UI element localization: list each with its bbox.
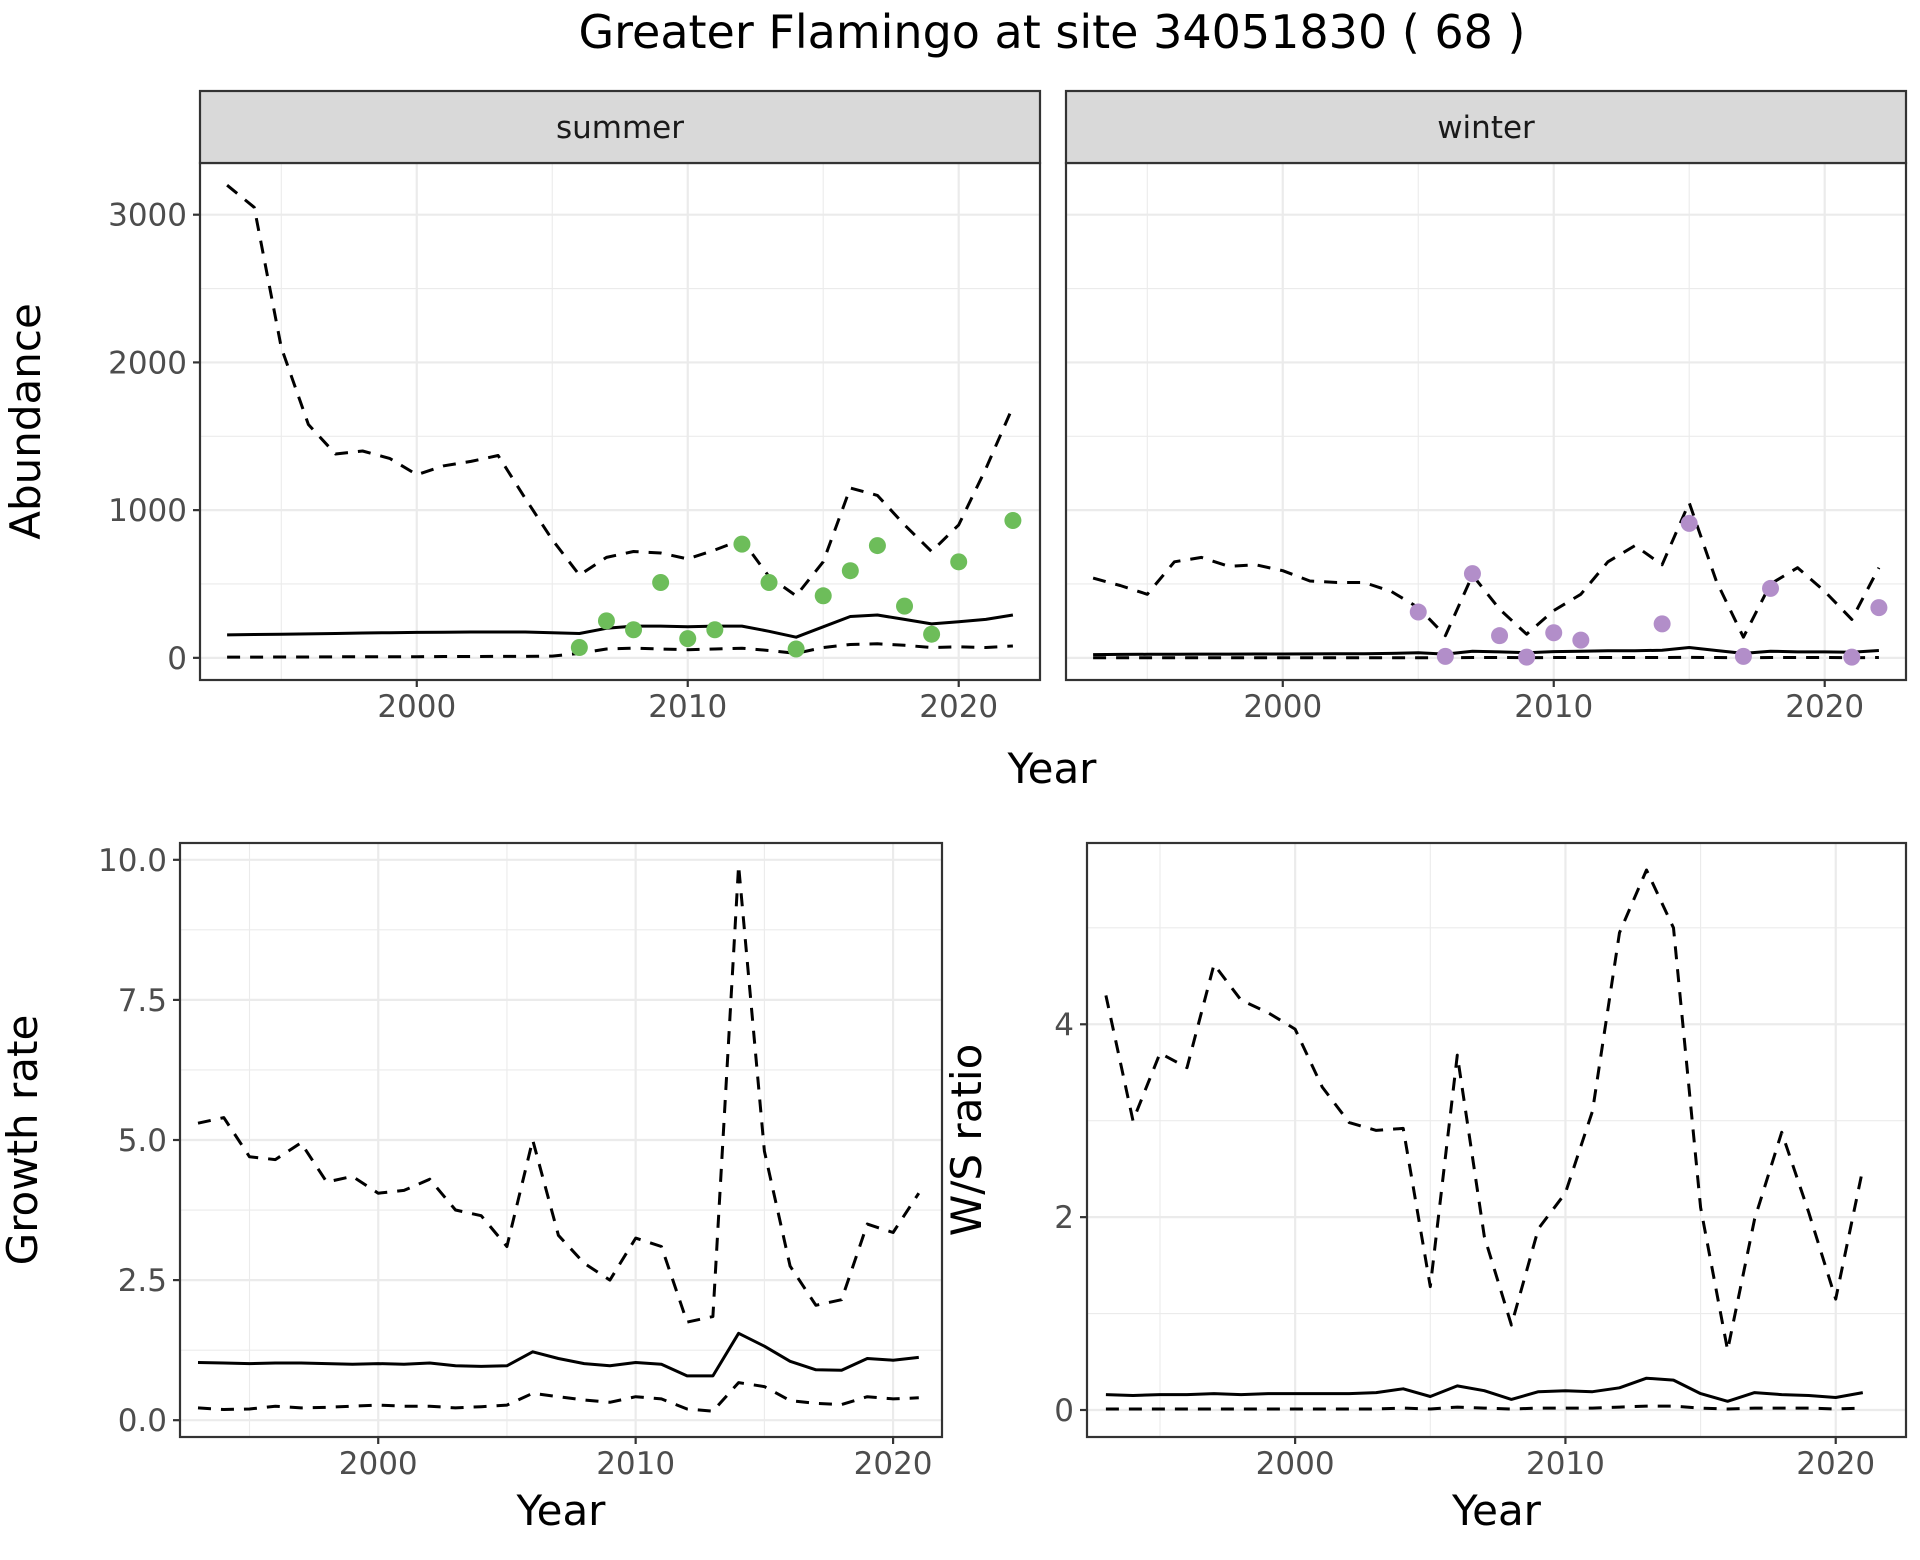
observed-point xyxy=(625,621,643,639)
x-tick-label: 2010 xyxy=(1514,689,1593,725)
observed-point xyxy=(1843,648,1861,666)
observed-point xyxy=(1762,579,1780,597)
series-line-central xyxy=(197,1331,919,1378)
series-line-lower xyxy=(227,642,1013,659)
observed-point xyxy=(1518,648,1536,666)
observed-point xyxy=(1734,647,1752,665)
x-tick-label: 2000 xyxy=(339,1446,418,1482)
facet-strip-label: winter xyxy=(1437,110,1535,146)
x-tick-label: 2020 xyxy=(854,1446,933,1482)
y-tick-label: 2.5 xyxy=(118,1263,167,1299)
series-line-central xyxy=(227,613,1014,639)
plot-panels: summer 2000 2010 2020 0 1000 2000 3000 Abundance… xyxy=(0,89,1908,1535)
x-tick-label: 2020 xyxy=(1785,689,1864,725)
x-tick-label: 2020 xyxy=(919,689,998,725)
observed-point xyxy=(1004,511,1022,529)
observed-point xyxy=(896,597,914,615)
y-tick-label: 10.0 xyxy=(98,843,167,879)
x-tick-label: 2010 xyxy=(596,1446,675,1482)
panel-border xyxy=(1085,841,1908,1439)
observed-point xyxy=(679,630,697,648)
y-tick-label: 4 xyxy=(1054,1007,1074,1043)
panel-winter: winter 2000 2010 2020 xyxy=(1064,89,1908,725)
y-tick-label: 3000 xyxy=(108,198,187,234)
observed-point xyxy=(1870,599,1888,617)
x-axis-title: Year xyxy=(516,1486,607,1535)
data-layer xyxy=(197,863,921,1413)
y-tick-label: 0.0 xyxy=(118,1403,167,1439)
x-axis-title: Year xyxy=(1451,1486,1542,1535)
observed-point xyxy=(1463,565,1481,583)
y-tick-label: 0 xyxy=(1054,1393,1074,1429)
grid-lines xyxy=(180,843,942,1437)
observed-point xyxy=(868,537,886,555)
series-line-upper xyxy=(197,863,921,1324)
panel-summer: summer 2000 2010 2020 0 1000 2000 3000 Abundance xyxy=(1,89,1042,725)
series-line-central xyxy=(1105,1376,1864,1403)
x-tick-label: 2010 xyxy=(1526,1446,1605,1482)
observed-point xyxy=(787,640,805,658)
y-tick-label: 5.0 xyxy=(118,1123,167,1159)
observed-point xyxy=(652,574,670,592)
x-tick-label: 2000 xyxy=(377,689,456,725)
series-line-upper xyxy=(226,184,1015,598)
series-line-upper xyxy=(1092,501,1881,639)
panel-growth: 2000 2010 2020 0.0 2.5 5.0 7.5 10.0 Year Growth r… xyxy=(0,841,944,1535)
observed-point xyxy=(1545,624,1563,642)
observed-point xyxy=(760,574,778,592)
y-tick-label: 7.5 xyxy=(118,983,167,1019)
facet-strip xyxy=(198,89,1042,165)
x-tick-label: 2000 xyxy=(1243,689,1322,725)
data-layer xyxy=(1092,501,1888,666)
x-axis-title: Year xyxy=(1007,744,1098,793)
observed-point xyxy=(1491,627,1509,645)
observed-point xyxy=(597,612,615,630)
observed-point xyxy=(733,535,751,553)
y-tick-label: 1000 xyxy=(108,493,187,529)
panel-ws_ratio: 2000 2010 2020 0 2 4 Year W/S ratio xyxy=(942,841,1908,1535)
observed-point xyxy=(1409,603,1427,621)
observed-point xyxy=(923,625,941,643)
data-layer xyxy=(1104,868,1865,1411)
series-line-lower xyxy=(1105,1404,1863,1411)
y-tick-label: 2 xyxy=(1054,1200,1074,1236)
observed-point xyxy=(950,553,968,571)
observed-point xyxy=(841,562,859,580)
y-axis-title: Growth rate xyxy=(0,1015,47,1266)
series-line-upper xyxy=(1104,868,1865,1352)
series-line-lower xyxy=(197,1381,919,1413)
facet-strip xyxy=(1064,89,1908,165)
observed-point xyxy=(570,639,588,657)
observed-point xyxy=(1436,647,1454,665)
observed-point xyxy=(706,621,724,639)
chart-title: Greater Flamingo at site 34051830 ( 68 ) xyxy=(578,5,1525,59)
observed-point xyxy=(1572,631,1590,649)
observed-point xyxy=(1680,514,1698,532)
data-layer xyxy=(226,184,1022,659)
y-tick-label: 2000 xyxy=(108,345,187,381)
x-tick-label: 2020 xyxy=(1796,1446,1875,1482)
observed-point xyxy=(1653,615,1671,633)
y-axis-title: Abundance xyxy=(1,303,50,540)
observed-point xyxy=(814,587,832,605)
y-axis-title: W/S ratio xyxy=(942,1044,991,1237)
y-tick-label: 0 xyxy=(167,641,187,677)
facet-strip-label: summer xyxy=(556,110,684,146)
x-tick-label: 2010 xyxy=(648,689,727,725)
grid-lines xyxy=(1087,843,1906,1437)
x-tick-label: 2000 xyxy=(1256,1446,1335,1482)
grid-lines xyxy=(200,163,1040,680)
